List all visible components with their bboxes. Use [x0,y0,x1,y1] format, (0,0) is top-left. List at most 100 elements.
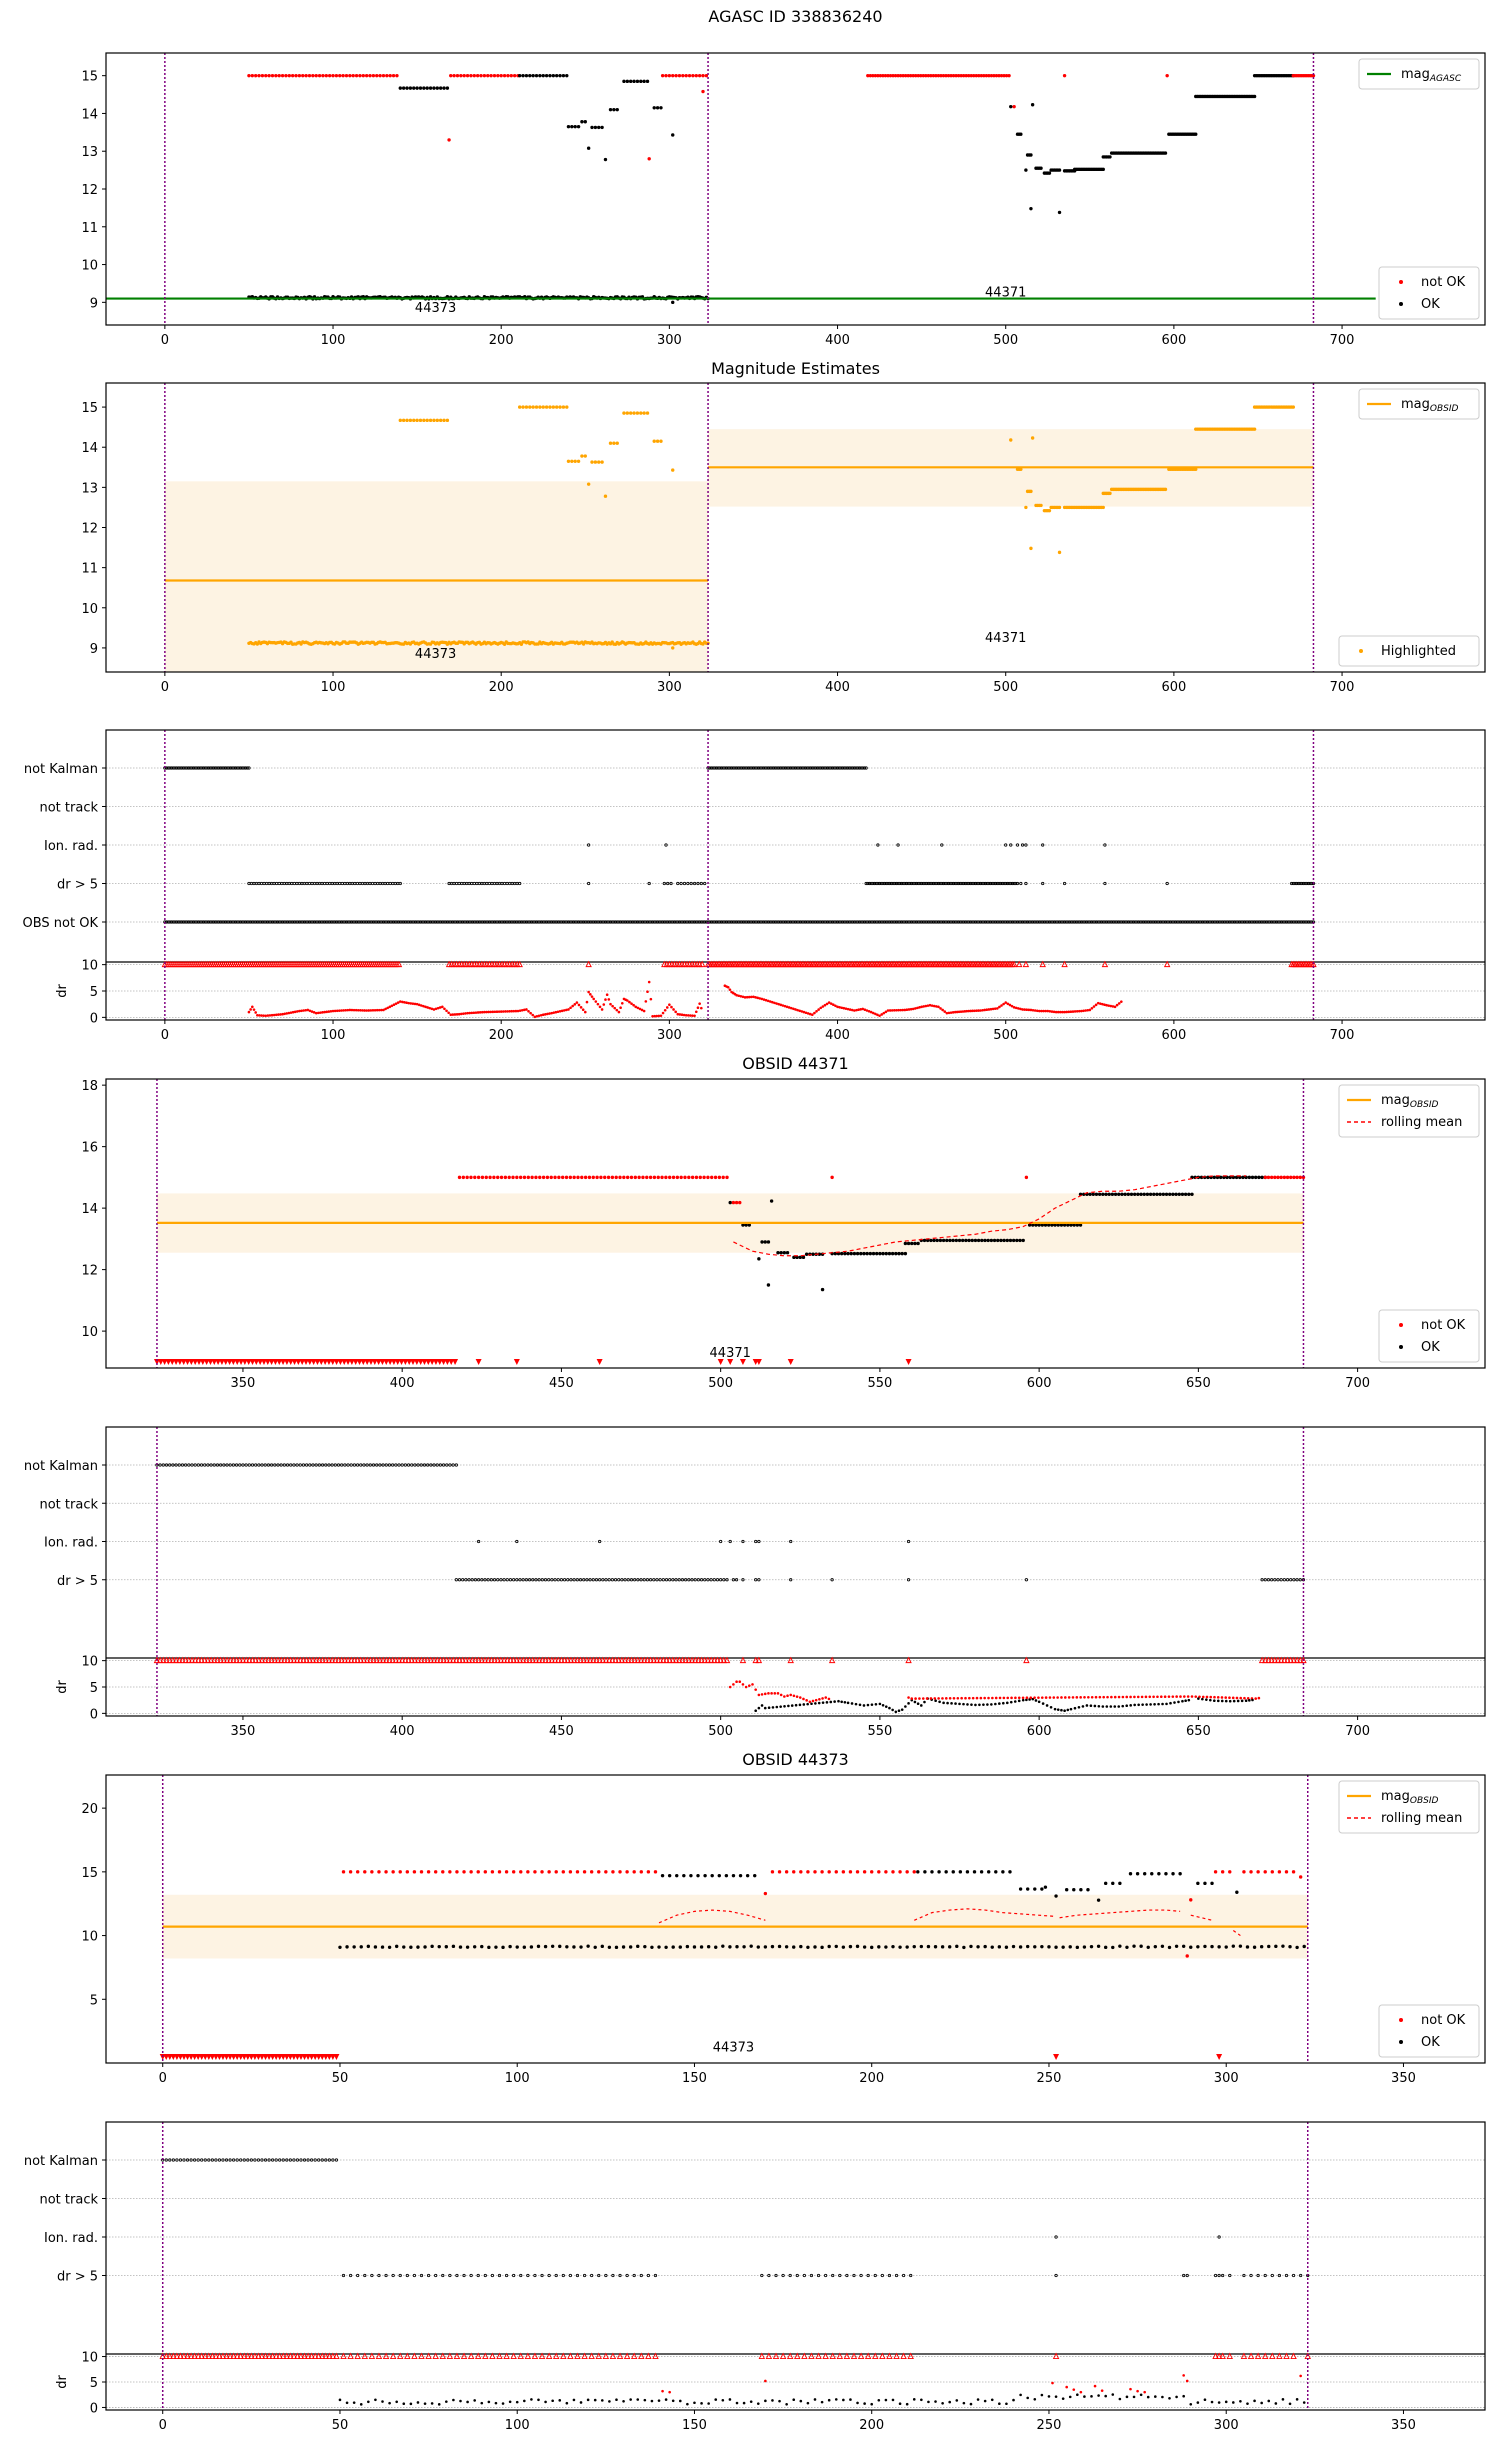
flag-marker [249,920,253,924]
dr-point [392,1003,396,1007]
off-scale-marker [218,1359,225,1365]
dr-point [592,997,595,1001]
ok-point [1167,1945,1172,1950]
dr-clipped-marker [389,1656,396,1664]
dr-clipped-marker [701,1656,708,1664]
not-ok-point [677,73,682,78]
flag-marker [329,920,333,924]
dr-point [955,1010,959,1014]
chart-mag-estimates: Magnitude Estimates910111213141544373443… [81,359,1486,695]
dr-point [1169,1701,1172,1705]
flag-marker [518,920,522,924]
not-ok-point [972,73,976,78]
flag-label: dr > 5 [57,2270,98,2285]
not-ok-point [721,1175,725,1180]
y-tick-label: 10 [81,602,98,617]
x-tick-label: 350 [231,1724,256,1739]
dr-point [794,1703,798,1707]
flag-marker [908,881,912,886]
dr-point [989,1007,993,1011]
flag-marker [790,766,794,770]
not-ok-point [881,73,885,78]
legend-label-subscript: OBSID [1410,1100,1439,1110]
dr-clipped-marker [185,1656,193,1664]
flag-marker [629,920,633,924]
flag-marker [746,766,751,770]
flag-marker [1014,881,1018,886]
flag-marker [789,1578,793,1582]
dr-clipped-marker [269,2352,276,2359]
dr-point [420,1004,423,1007]
dr-point [306,1008,310,1012]
ok-point [1111,1945,1115,1950]
not-ok-point [671,73,675,78]
legend-box [1358,58,1480,90]
flag-marker [1276,920,1280,924]
not-ok-point [589,1870,594,1874]
dr-point [613,1006,617,1010]
dr-point [1149,1703,1152,1706]
dr-point [1141,1703,1144,1706]
flag-marker [701,920,705,924]
ok-point [990,1945,994,1949]
flag-marker [1007,881,1011,886]
flag-marker [1295,1578,1299,1582]
flag-marker [1190,920,1194,924]
flag-marker [243,920,248,924]
dr-point [939,1007,942,1010]
dr-clipped-marker [815,2352,822,2359]
off-scale-marker [165,1359,172,1365]
flag-marker [920,920,924,924]
flag-marker [169,920,174,924]
flag-marker [1284,920,1289,924]
flag-marker [780,766,784,770]
flag-marker [642,1578,646,1582]
ok-point [1047,1945,1051,1949]
dr-clipped-marker [786,2352,794,2359]
flag-marker [359,1463,363,1467]
flag-marker [354,920,359,924]
flag-marker [196,766,201,770]
dr-point [739,994,743,998]
dr-point [971,1009,974,1013]
dr-point [821,1701,825,1704]
x-tick-label: 450 [549,1376,574,1391]
off-scale-marker [310,1359,317,1365]
flag-marker [807,920,811,924]
flag-marker [435,1463,439,1467]
flag-marker [410,1463,414,1467]
dr-clipped-marker [176,1656,183,1664]
flag-marker [190,1463,194,1467]
ok-point [769,1199,774,1203]
dr-point [1056,1010,1060,1014]
flag-marker [188,920,192,924]
ok-point [903,1251,908,1256]
dr-point [840,1006,844,1010]
dr-clipped-marker [599,1656,607,1664]
y-tick-label: 14 [81,1202,98,1217]
dr-point [476,1011,480,1014]
ok-point [1047,171,1052,175]
flag-marker [1143,920,1147,924]
not-ok-point [506,73,510,78]
not-ok-point [267,73,271,78]
dr-point [310,1010,314,1013]
dr-clipped-marker [526,1656,533,1664]
dr-point [750,995,753,999]
ok-point [1123,1192,1127,1196]
dr-clipped-marker [1163,960,1171,968]
dr-point [629,2398,632,2401]
dr-clipped-marker [252,1656,259,1664]
off-scale-marker [253,1359,260,1365]
dr-point [907,1702,910,1705]
ok-point [1072,1223,1076,1227]
dr-clipped-marker [404,2352,411,2359]
flag-marker [543,1578,548,1582]
flag-label: Ion. rad. [44,1536,98,1551]
not-ok-point [530,1175,534,1180]
dr-clipped-marker [1297,1656,1304,1664]
flag-marker [876,843,880,847]
dr-point [436,1006,440,1010]
flag-marker [277,881,281,886]
ok-point [986,1238,990,1243]
